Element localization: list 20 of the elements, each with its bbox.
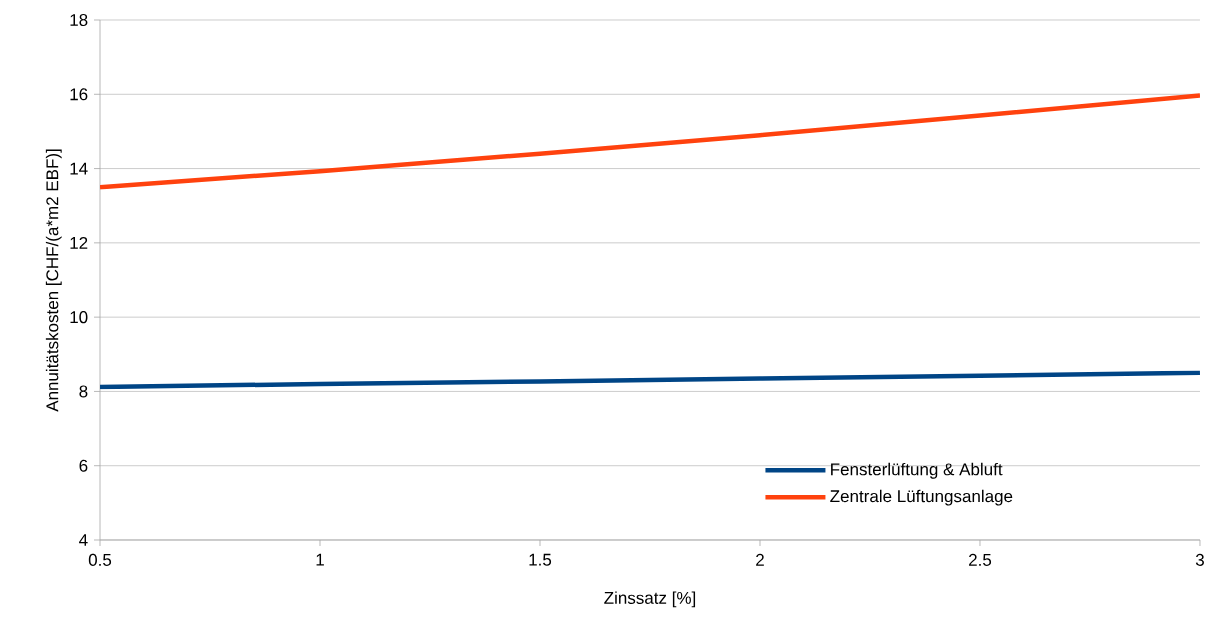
y-axis-title: Annuitätskosten [CHF/(a*m2 EBF)] <box>45 149 62 412</box>
line-series <box>100 93 1200 190</box>
y-tick-label: 18 <box>70 13 88 27</box>
x-tick-label: 1.5 <box>529 553 552 566</box>
y-tick-label: 14 <box>70 162 88 175</box>
y-tick-label: 8 <box>79 385 88 398</box>
x-axis-title: Zinssatz [%] <box>604 591 696 608</box>
x-tick-label: 0.5 <box>88 553 112 566</box>
y-tick-label: 10 <box>70 311 88 324</box>
x-tick-label: 1 <box>316 553 324 566</box>
y-tick-label: 16 <box>70 88 88 101</box>
x-tick-label: 2.5 <box>969 553 992 566</box>
line-series <box>100 370 1200 390</box>
x-tick-label: 3 <box>1195 553 1204 566</box>
x-tick-label: 2 <box>756 553 764 566</box>
y-tick-label: 4 <box>79 534 88 546</box>
legend-label: Fensterlüftung & Abluft <box>831 462 1003 479</box>
y-tick-label: 12 <box>70 236 88 249</box>
y-tick-label: 6 <box>79 459 88 472</box>
legend-label: Zentrale Lüftungsanlage <box>830 489 1013 506</box>
